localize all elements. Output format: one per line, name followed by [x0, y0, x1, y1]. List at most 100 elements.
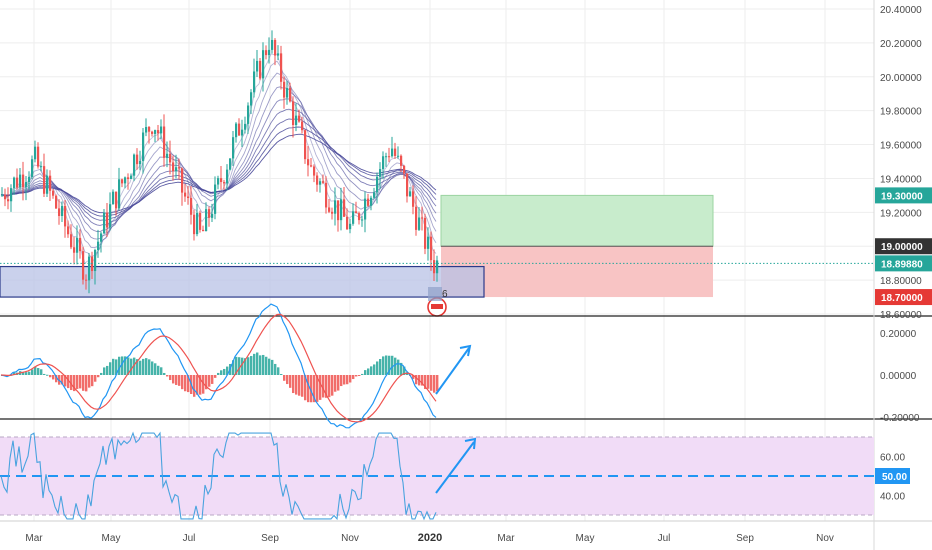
candle: [358, 213, 361, 221]
macd-arrow-line: [435, 347, 470, 395]
candle: [292, 101, 295, 125]
candle: [109, 204, 112, 228]
macd-histogram-bar: [121, 356, 124, 375]
macd-histogram-bar: [316, 375, 319, 402]
candle: [34, 146, 37, 160]
macd-histogram-bar: [397, 359, 400, 375]
macd-histogram-bar: [301, 375, 304, 397]
candle: [7, 199, 10, 202]
candle: [181, 168, 184, 193]
macd-histogram-bar: [283, 375, 286, 381]
macd-histogram-bar: [31, 369, 34, 375]
candle: [28, 176, 31, 183]
candle: [172, 162, 175, 172]
macd-tick-label: -0.20000: [880, 413, 920, 424]
candle: [64, 205, 67, 227]
candle: [388, 156, 391, 158]
candle: [256, 60, 259, 72]
candle: [145, 126, 148, 133]
macd-histogram-bar: [376, 361, 379, 375]
macd-tick-label: 0.00000: [880, 371, 917, 382]
candle: [340, 199, 343, 221]
candle: [361, 219, 364, 221]
candle: [223, 182, 226, 184]
macd-histogram-bar: [313, 375, 316, 403]
macd-histogram-bar: [160, 367, 163, 375]
candle: [220, 178, 223, 183]
candle: [106, 212, 109, 228]
candle: [325, 182, 328, 208]
candle: [403, 165, 406, 174]
macd-histogram-bar: [115, 359, 118, 375]
candle: [130, 175, 133, 180]
candle: [148, 126, 151, 132]
macd-histogram-bar: [364, 370, 367, 375]
macd-histogram-bar: [382, 356, 385, 375]
macd-histogram-bar: [49, 375, 52, 378]
price-tick-label: 20.00000: [880, 73, 922, 84]
macd-histogram-bar: [22, 372, 25, 375]
macd-histogram-bar: [433, 375, 436, 393]
candle: [253, 71, 256, 93]
candle: [115, 191, 118, 209]
macd-histogram-bar: [256, 352, 259, 375]
candle: [286, 87, 289, 98]
candle: [385, 156, 388, 158]
macd-histogram-bar: [343, 375, 346, 385]
macd-histogram-bar: [85, 375, 88, 392]
candle: [184, 192, 187, 197]
time-axis[interactable]: Mar May Jul Sep Nov 2020 Mar May Jul Sep Nov: [25, 532, 834, 544]
macd-histogram-bar: [112, 358, 115, 375]
candle: [199, 212, 202, 230]
macd-histogram-bar: [358, 375, 361, 376]
candle: [247, 105, 250, 124]
macd-histogram-bar: [91, 375, 94, 387]
candle: [382, 156, 385, 170]
candle: [25, 182, 28, 188]
candle: [337, 200, 340, 221]
rsi-panel[interactable]: 60.00 40.00 50.00: [0, 431, 910, 521]
macd-histogram-bar: [421, 375, 424, 386]
macd-histogram-bar: [25, 372, 28, 375]
macd-histogram-bar: [328, 375, 331, 398]
time-tick-label: Sep: [261, 533, 279, 544]
candle: [136, 154, 139, 165]
time-tick-label: Jul: [183, 533, 196, 544]
macd-histogram-bar: [280, 373, 283, 375]
macd-histogram-bar: [340, 375, 343, 387]
candle: [124, 177, 127, 184]
macd-histogram-bar: [349, 375, 352, 383]
macd-histogram-bar: [13, 372, 16, 375]
macd-histogram-bar: [220, 370, 223, 375]
macd-histogram-bar: [76, 375, 79, 389]
rsi-arrow-line: [435, 441, 475, 494]
candle: [169, 153, 172, 163]
macd-histogram-bar: [292, 375, 295, 394]
candle: [127, 177, 130, 180]
macd-histogram-bar: [277, 367, 280, 375]
macd-histogram-bar: [385, 355, 388, 375]
candle: [373, 192, 376, 198]
macd-histogram-bar: [412, 375, 415, 380]
candle: [319, 181, 322, 185]
macd-histogram-bar: [94, 375, 97, 382]
candle: [271, 39, 274, 50]
macd-panel[interactable]: 0.20000 0.00000 -0.20000: [0, 303, 920, 429]
candle: [367, 198, 370, 206]
candle: [265, 50, 268, 56]
macd-histogram-bar: [400, 362, 403, 375]
position-zones[interactable]: [0, 194, 714, 298]
price-axis[interactable]: 20.40000 20.20000 20.00000 19.80000 19.60000…: [880, 5, 922, 321]
candle: [307, 159, 310, 166]
candle: [193, 214, 196, 235]
price-label-text: 19.30000: [881, 191, 923, 202]
candle: [370, 197, 373, 206]
macd-histogram-bar: [355, 375, 358, 377]
candle: [190, 197, 193, 215]
macd-histogram-bar: [223, 368, 226, 375]
candle: [364, 198, 367, 220]
macd-histogram-bar: [118, 356, 121, 375]
news-icon: [428, 287, 442, 301]
candle: [232, 137, 235, 159]
